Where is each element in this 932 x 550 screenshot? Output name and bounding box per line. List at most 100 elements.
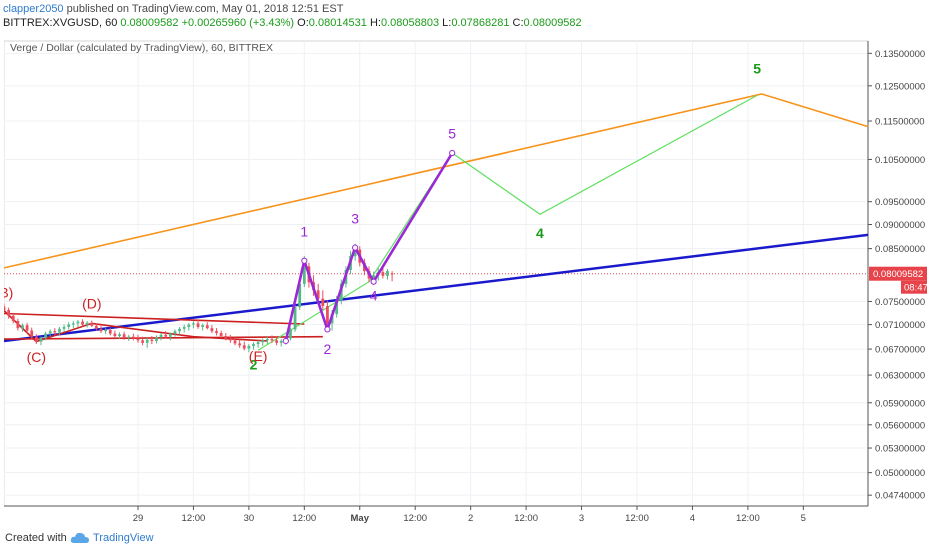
candle-body (48, 331, 52, 334)
candle-body (67, 324, 71, 327)
candle-body (224, 336, 228, 339)
y-tick-label: 0.09000000 (875, 220, 925, 231)
candle-body (252, 344, 255, 346)
candle-body (321, 298, 325, 306)
purple-wave-path (284, 152, 454, 342)
purple-wave-label: 5 (448, 126, 456, 142)
high-value: 0.08058803 (380, 17, 440, 29)
candle-body (95, 325, 98, 329)
y-tick-label: 0.05300000 (875, 444, 925, 455)
candle-body (196, 323, 200, 327)
candle-body (7, 309, 11, 316)
candle-body (182, 326, 186, 329)
chart-container[interactable]: 0.13500000 0.12500000 0.11500000 0.10500000… (0, 35, 928, 528)
y-tick-label: 0.13500000 (875, 49, 925, 60)
x-tick-label: 12:00 (403, 513, 427, 524)
candle-body (229, 338, 232, 341)
candle-body (16, 321, 20, 329)
candle-body (62, 326, 66, 329)
y-tick-label: 0.08500000 (875, 244, 925, 255)
candle-body (108, 329, 112, 334)
publish-line: clapper2050 published on TradingView.com… (3, 3, 343, 15)
candle-body (298, 283, 302, 308)
y-tick-label: 0.05000000 (875, 468, 925, 479)
last-price-tag-label: 0.08009582 (873, 269, 923, 280)
x-tick-label: 29 (133, 513, 144, 524)
y-tick-label: 0.09500000 (875, 197, 925, 208)
candle-body (256, 342, 260, 345)
candle-body (164, 334, 168, 337)
wave-pivot-marker (282, 337, 289, 345)
y-tick-label: 0.07500000 (875, 297, 925, 308)
purple-wave-label: 2 (324, 341, 332, 357)
candle-body (150, 339, 154, 341)
y-tick-label: 0.04740000 (875, 491, 925, 502)
last-price-tag (869, 266, 927, 281)
candle-body (136, 338, 140, 341)
candle-body (293, 307, 297, 330)
candle-body (145, 339, 149, 343)
candle-body (326, 305, 329, 324)
high-label: H: (369, 17, 381, 29)
symbol-info-line: BITTREX:XVGUSD, 60 0.08009582 +0.0026596… (3, 17, 582, 29)
candle-body (201, 325, 205, 327)
published-text: published on TradingView.com, May 01, 20… (66, 3, 344, 15)
y-tick-label: 0.05900000 (875, 398, 925, 409)
candle-body (159, 334, 163, 338)
candle-body (53, 331, 57, 333)
bar-countdown-tag (901, 280, 927, 294)
green-wave-label: 4 (536, 225, 544, 241)
candle-body (104, 329, 108, 332)
orange-trendline (3, 93, 869, 269)
chart-title: Verge / Dollar (calculated by TradingVie… (10, 42, 273, 54)
x-tick-label: 4 (690, 513, 695, 524)
price-chart[interactable]: 0.13500000 0.12500000 0.11500000 0.10500000… (0, 35, 928, 528)
candle-body (173, 331, 177, 334)
x-tick-label: May (351, 513, 370, 524)
candle-body (30, 330, 34, 337)
candle-body (155, 337, 158, 341)
candle-body (265, 339, 269, 341)
last-price-value: 0.08009582 (120, 17, 179, 29)
candle-body (58, 328, 61, 333)
candle-body (242, 345, 246, 349)
candle-body (131, 336, 135, 339)
grid-lines (4, 41, 868, 506)
candle-body (316, 290, 320, 299)
candle-body (76, 321, 80, 324)
wave-pivot-marker (370, 278, 377, 285)
footer-bar: Created with TradingView (0, 528, 932, 550)
red-wave-label: (B) (4, 285, 13, 301)
candle-body (302, 266, 306, 284)
x-tick-label: 2 (468, 513, 473, 524)
candle-body (168, 333, 172, 337)
candle-body (34, 336, 38, 342)
candle-body (25, 325, 29, 331)
candle-body (141, 340, 144, 343)
x-tick-label: 3 (579, 513, 584, 524)
close-value: 0.08009582 (523, 17, 582, 29)
candle-body (289, 329, 292, 339)
bar-countdown-label: 08:47 (904, 283, 928, 294)
tradingview-brand-link[interactable]: TradingView (93, 532, 154, 544)
y-tick-label: 0.05600000 (875, 420, 925, 431)
wave-pivot-marker (324, 326, 331, 333)
x-tick-label: 12:00 (182, 513, 206, 524)
x-tick-label: 12:00 (292, 513, 316, 524)
green-wave-label: 2 (250, 357, 258, 373)
author-name[interactable]: clapper2050 (3, 3, 64, 15)
candle-body (11, 315, 15, 322)
y-tick-label: 0.06300000 (875, 371, 925, 382)
y-tick-label: 0.10500000 (875, 155, 925, 166)
candle-body (238, 343, 242, 346)
close-label: C: (512, 17, 524, 29)
candle-body (2, 306, 6, 310)
y-tick-label: 0.11500000 (875, 117, 925, 128)
open-label: O: (297, 17, 309, 29)
red-triangle-lower-line (3, 335, 323, 340)
candle-body (99, 328, 103, 332)
candle-body (39, 337, 43, 342)
purple-wave-label: 4 (370, 287, 378, 303)
candle-body (187, 324, 191, 327)
candle-body (71, 323, 75, 325)
